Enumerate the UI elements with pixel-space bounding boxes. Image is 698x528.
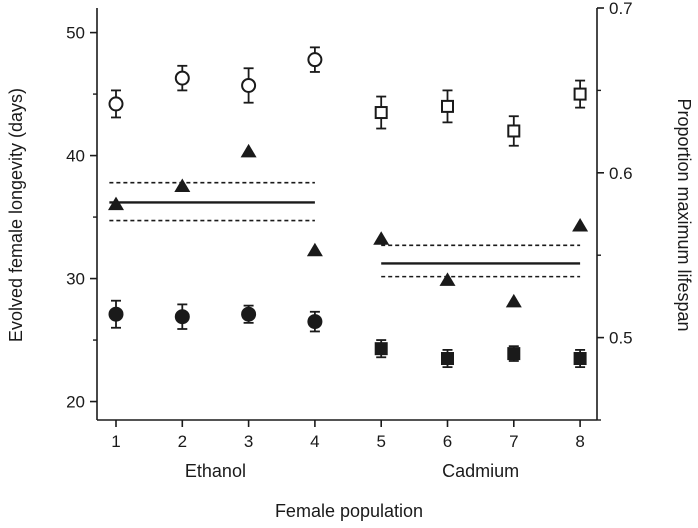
filled-triangle-point (572, 218, 589, 232)
open-circle-point (174, 70, 190, 86)
open-square-point (441, 99, 454, 113)
filled-square-point (573, 352, 587, 366)
filled-square-point (441, 352, 454, 366)
open-circle-point (108, 96, 124, 112)
open-circle-point (241, 77, 257, 93)
y-right-tick-label: 0.7 (609, 0, 633, 18)
y-left-tick-label: 40 (66, 147, 85, 166)
x-tick-label: 1 (111, 432, 120, 451)
x-tick-label: 6 (443, 432, 452, 451)
group-label-cadmium: Cadmium (442, 461, 519, 481)
y-left-tick-label: 20 (66, 393, 85, 412)
y-right-tick-label: 0.5 (609, 329, 633, 348)
filled-circle-point (174, 309, 190, 325)
axis-labels: Female population Evolved female longevi… (6, 0, 694, 521)
filled-square-point (507, 347, 521, 361)
y-axis-right-title: Proportion maximum lifespan (674, 98, 694, 331)
data-marks (108, 46, 589, 369)
x-tick-label: 5 (376, 432, 385, 451)
open-square-point (573, 87, 587, 101)
filled-triangle-point (439, 272, 456, 286)
y-left-tick-label: 50 (66, 24, 85, 43)
filled-triangle-point (373, 231, 390, 245)
filled-triangle-point (108, 196, 124, 211)
filled-triangle-point (240, 143, 257, 158)
axes (90, 7, 604, 427)
x-tick-label: 2 (178, 432, 187, 451)
filled-square-point (374, 342, 388, 356)
filled-triangle-point (174, 178, 191, 192)
reference-lines (109, 181, 581, 278)
filled-circle-point (307, 314, 323, 330)
x-tick-label: 7 (509, 432, 518, 451)
filled-circle-point (241, 306, 257, 322)
filled-triangle-point (306, 242, 323, 257)
x-tick-label: 4 (310, 432, 319, 451)
group-label-ethanol: Ethanol (185, 461, 246, 481)
open-circle-point (307, 52, 323, 68)
filled-circle-point (108, 306, 124, 322)
y-axis-left-title: Evolved female longevity (days) (6, 88, 26, 342)
filled-triangle-point (505, 293, 522, 308)
open-square-point (507, 124, 521, 138)
open-square-point (374, 106, 388, 120)
x-axis-title: Female population (275, 501, 423, 521)
y-right-tick-label: 0.6 (609, 164, 633, 183)
x-tick-label: 3 (244, 432, 253, 451)
y-left-tick-label: 30 (66, 270, 85, 289)
x-tick-label: 8 (575, 432, 584, 451)
